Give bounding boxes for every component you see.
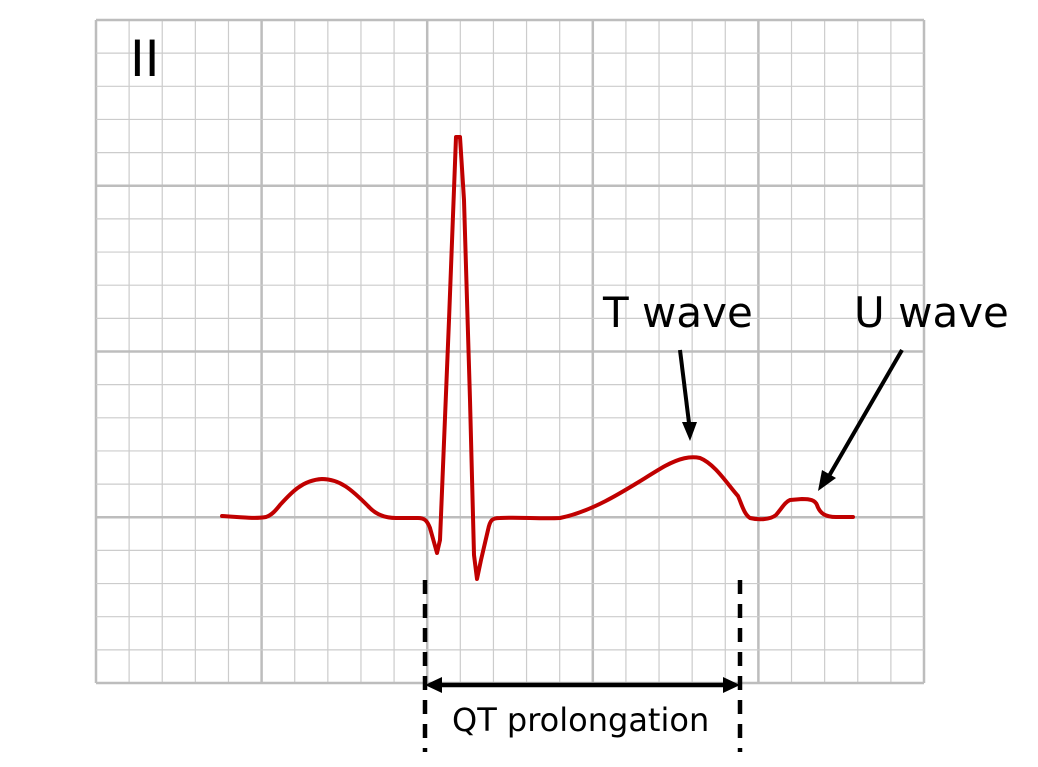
t-wave-label: T wave [603,288,753,337]
ecg-trace [220,135,855,581]
lead-label: II [130,30,160,88]
qt-prolongation-label: QT prolongation [452,701,710,739]
u-wave-label: U wave [854,288,1009,337]
qt-arrowhead-right [723,677,740,693]
qt-interval-marker [422,580,743,752]
ecg-grid [94,18,926,685]
u-wave-arrow [818,348,904,491]
t-wave-arrow [678,349,697,441]
qt-arrowhead-left [425,677,442,693]
